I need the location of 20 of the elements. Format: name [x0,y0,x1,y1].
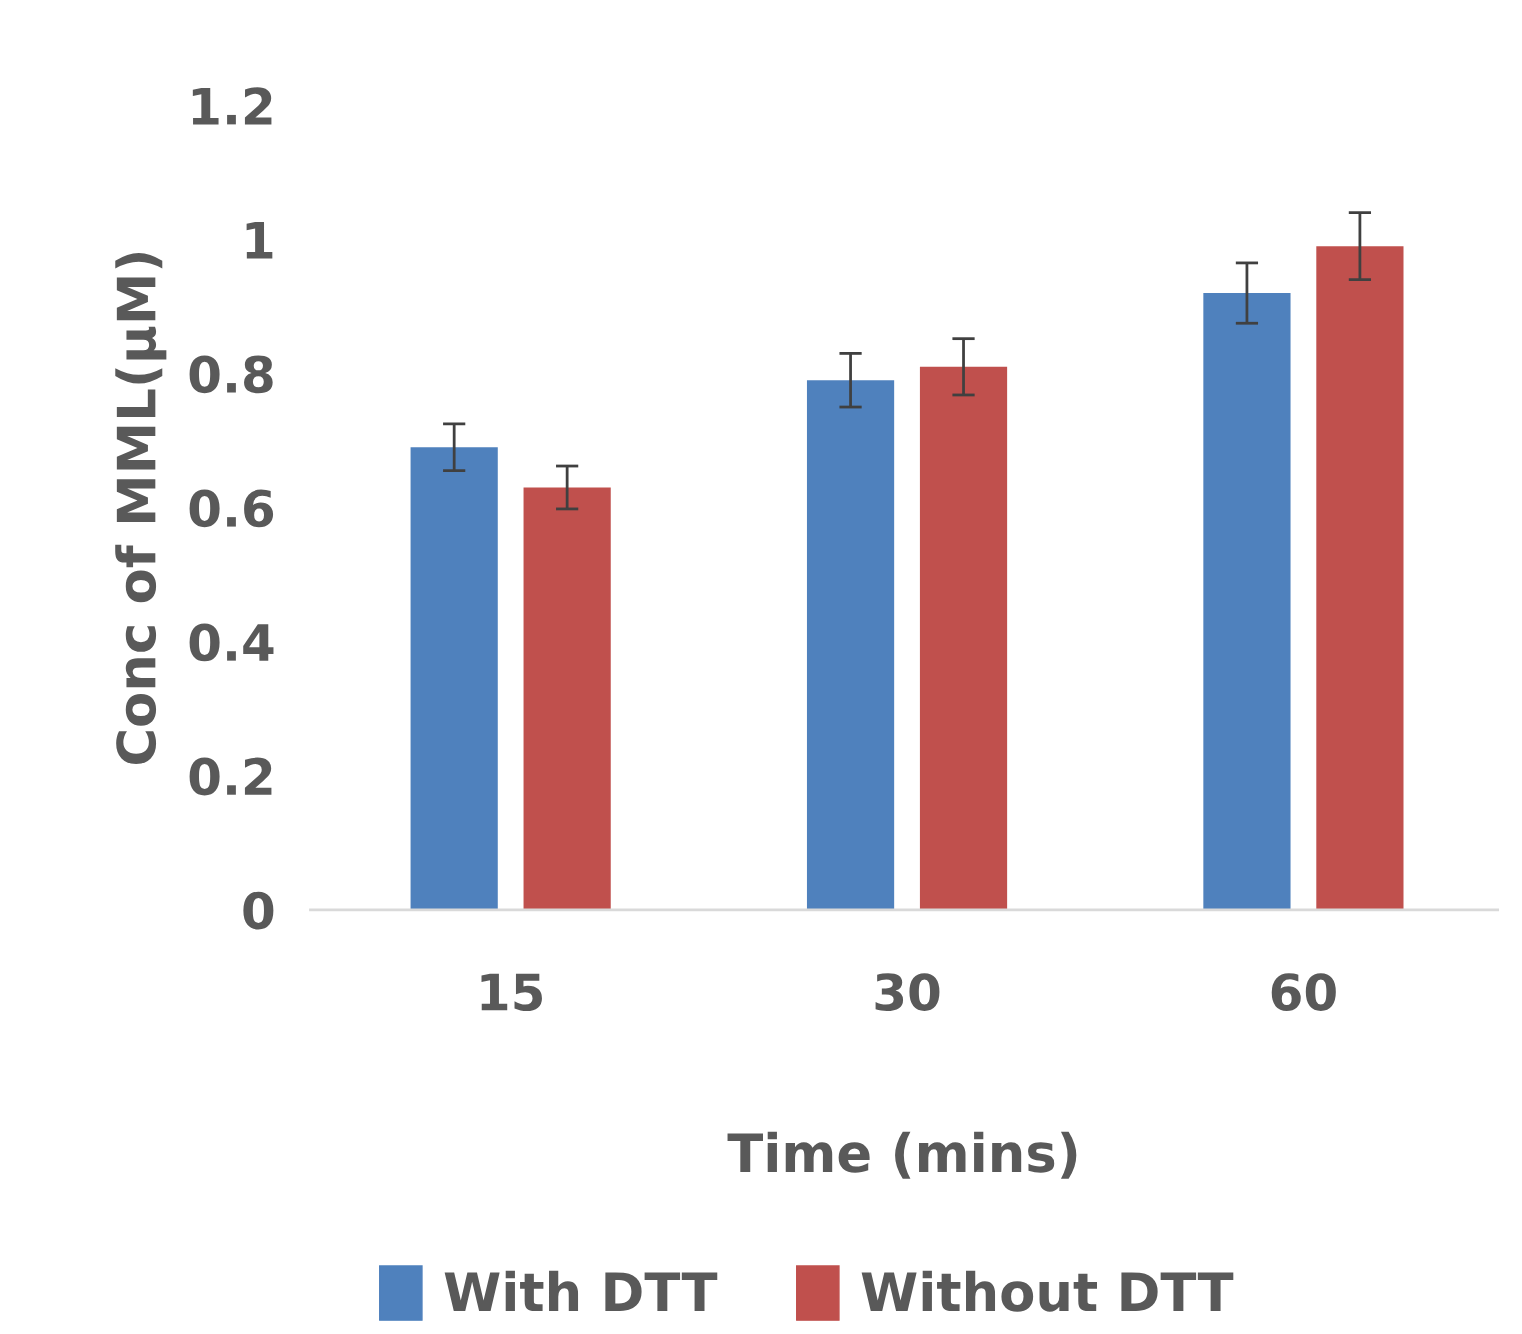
bar [1203,293,1291,910]
y-tick-label: 0.6 [189,489,274,528]
bar [410,447,498,910]
legend-label: Without DTT [861,1270,1234,1312]
x-tick-label: 30 [875,973,940,1011]
legend-label: With DTT [444,1270,718,1311]
y-axis-title: Conc of MML(µM) [115,253,167,764]
y-tick-label: 0.4 [189,623,274,662]
bar [806,380,895,910]
y-tick-label: 0.2 [189,757,272,796]
bar [1316,246,1404,910]
x-tick-label: 60 [1271,973,1336,1011]
y-tick-label: 1 [246,222,273,259]
y-tick-label: 0 [243,891,274,930]
x-axis-title: Time (mins) [727,1131,1077,1179]
y-tick-label: 0.8 [189,355,273,394]
bar [523,487,611,910]
bar [919,366,1008,910]
x-tick-label: 15 [481,973,542,1011]
y-tick-label: 1.2 [192,87,272,125]
